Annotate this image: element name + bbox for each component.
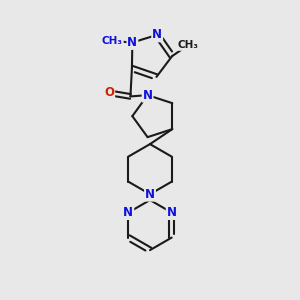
Text: N: N	[167, 206, 177, 219]
Text: O: O	[104, 86, 114, 99]
Text: N: N	[152, 28, 162, 41]
Text: N: N	[142, 88, 153, 102]
Text: N: N	[128, 36, 137, 49]
Text: CH₃: CH₃	[102, 36, 123, 46]
Text: N: N	[145, 188, 155, 201]
Text: CH₃: CH₃	[178, 40, 199, 50]
Text: N: N	[123, 206, 133, 219]
